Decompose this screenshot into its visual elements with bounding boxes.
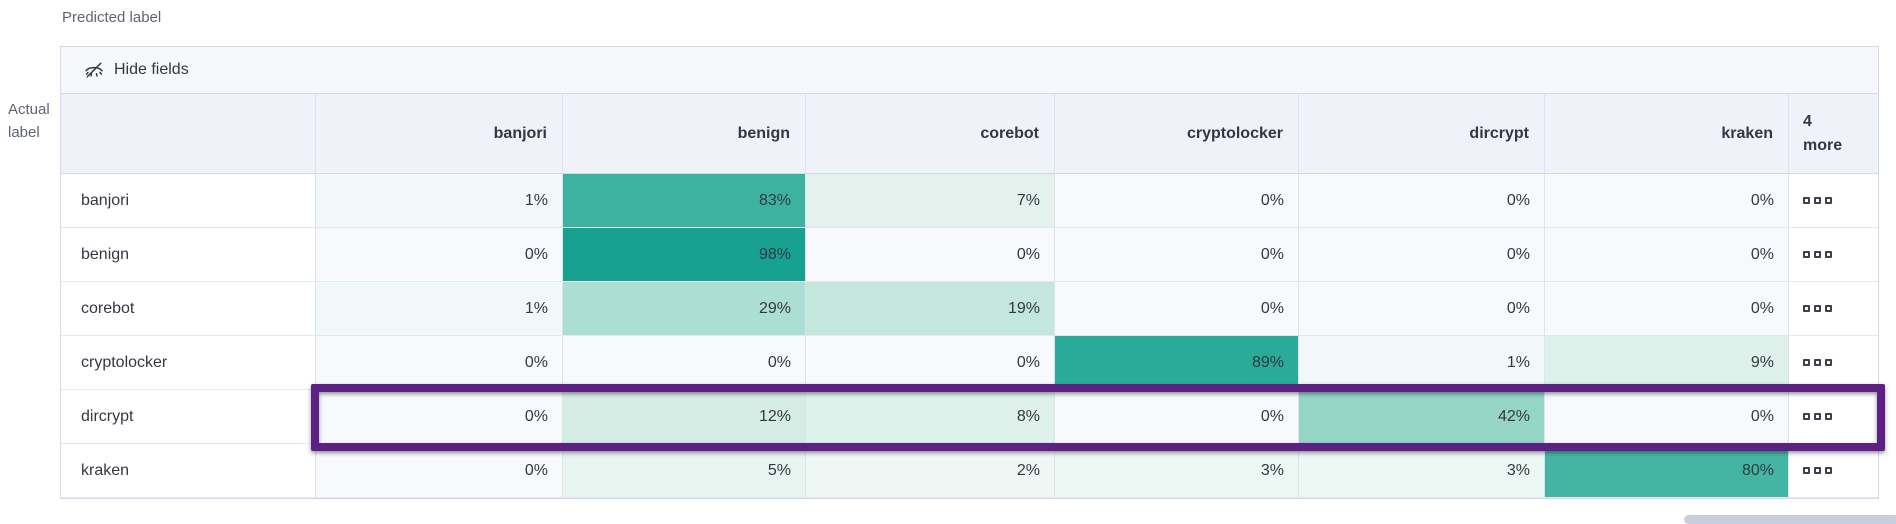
cell-cryptolocker-banjori: 0% — [316, 336, 563, 390]
cell-benign-cryptolocker: 0% — [1055, 228, 1299, 282]
cell-corebot-banjori: 1% — [316, 282, 563, 336]
cell-benign-kraken: 0% — [1545, 228, 1789, 282]
cell-corebot-cryptolocker: 0% — [1055, 282, 1299, 336]
predicted-axis-label: Predicted label — [62, 9, 162, 26]
cell-banjori-benign: 83% — [563, 174, 806, 228]
header-corner-cell — [61, 94, 316, 174]
cell-dircrypt-banjori: 0% — [316, 390, 563, 444]
cell-kraken-banjori: 0% — [316, 444, 563, 498]
cell-cryptolocker-kraken: 9% — [1545, 336, 1789, 390]
boxes-horizontal-icon — [1814, 251, 1821, 258]
cell-corebot-benign: 29% — [563, 282, 806, 336]
boxes-horizontal-icon — [1814, 197, 1821, 204]
boxes-horizontal-icon — [1803, 413, 1810, 420]
boxes-horizontal-icon — [1803, 305, 1810, 312]
cell-kraken-cryptolocker: 3% — [1055, 444, 1299, 498]
cell-banjori-banjori: 1% — [316, 174, 563, 228]
boxes-horizontal-icon — [1814, 467, 1821, 474]
cell-banjori-dircrypt: 0% — [1299, 174, 1545, 228]
confusion-matrix-table: Hide fields banjori benign corebot cryptolo… — [60, 46, 1879, 499]
boxes-horizontal-icon — [1825, 467, 1832, 474]
boxes-horizontal-icon — [1814, 305, 1821, 312]
cell-banjori-cryptolocker: 0% — [1055, 174, 1299, 228]
boxes-horizontal-icon — [1825, 413, 1832, 420]
boxes-horizontal-icon — [1825, 305, 1832, 312]
cell-benign-dircrypt: 0% — [1299, 228, 1545, 282]
boxes-horizontal-icon — [1803, 359, 1810, 366]
grid-toolbar: Hide fields — [61, 47, 1878, 94]
row-actions-benign[interactable] — [1789, 228, 1878, 282]
cell-banjori-corebot: 7% — [806, 174, 1055, 228]
column-header-dircrypt: dircrypt — [1299, 94, 1545, 174]
cell-kraken-dircrypt: 3% — [1299, 444, 1545, 498]
cell-benign-banjori: 0% — [316, 228, 563, 282]
column-header-benign: benign — [563, 94, 806, 174]
hide-fields-label: Hide fields — [114, 61, 189, 78]
row-actions-corebot[interactable] — [1789, 282, 1878, 336]
boxes-horizontal-icon — [1803, 467, 1810, 474]
boxes-horizontal-icon — [1814, 359, 1821, 366]
boxes-horizontal-icon — [1825, 197, 1832, 204]
cell-dircrypt-corebot: 8% — [806, 390, 1055, 444]
boxes-horizontal-icon — [1814, 413, 1821, 420]
row-label-corebot: corebot — [61, 282, 316, 336]
cell-cryptolocker-benign: 0% — [563, 336, 806, 390]
cell-cryptolocker-corebot: 0% — [806, 336, 1055, 390]
row-label-kraken: kraken — [61, 444, 316, 498]
column-header-corebot: corebot — [806, 94, 1055, 174]
boxes-horizontal-icon — [1825, 359, 1832, 366]
eye-closed-icon — [84, 60, 104, 80]
column-header-cryptolocker: cryptolocker — [1055, 94, 1299, 174]
confusion-matrix-grid: banjori benign corebot cryptolocker dircrypt… — [61, 94, 1878, 498]
row-label-benign: benign — [61, 228, 316, 282]
horizontal-scrollbar-thumb[interactable] — [1684, 515, 1896, 524]
column-header-more: 4 more — [1789, 94, 1878, 174]
actual-axis-label-line2: label — [8, 123, 40, 141]
actual-axis-label: Actual label — [8, 99, 62, 144]
cell-corebot-dircrypt: 0% — [1299, 282, 1545, 336]
row-actions-dircrypt[interactable] — [1789, 390, 1878, 444]
hide-fields-button[interactable]: Hide fields — [84, 60, 189, 80]
cell-dircrypt-kraken: 0% — [1545, 390, 1789, 444]
cell-dircrypt-dircrypt: 42% — [1299, 390, 1545, 444]
cell-benign-benign: 98% — [563, 228, 806, 282]
cell-kraken-benign: 5% — [563, 444, 806, 498]
column-header-kraken: kraken — [1545, 94, 1789, 174]
cell-corebot-corebot: 19% — [806, 282, 1055, 336]
row-actions-banjori[interactable] — [1789, 174, 1878, 228]
actual-axis-label-line1: Actual — [8, 101, 50, 118]
cell-dircrypt-cryptolocker: 0% — [1055, 390, 1299, 444]
boxes-horizontal-icon — [1803, 197, 1810, 204]
cell-corebot-kraken: 0% — [1545, 282, 1789, 336]
row-actions-kraken[interactable] — [1789, 444, 1878, 498]
cell-cryptolocker-cryptolocker: 89% — [1055, 336, 1299, 390]
cell-dircrypt-benign: 12% — [563, 390, 806, 444]
cell-kraken-corebot: 2% — [806, 444, 1055, 498]
boxes-horizontal-icon — [1825, 251, 1832, 258]
row-label-banjori: banjori — [61, 174, 316, 228]
cell-banjori-kraken: 0% — [1545, 174, 1789, 228]
cell-cryptolocker-dircrypt: 1% — [1299, 336, 1545, 390]
row-actions-cryptolocker[interactable] — [1789, 336, 1878, 390]
cell-kraken-kraken: 80% — [1545, 444, 1789, 498]
column-header-banjori: banjori — [316, 94, 563, 174]
boxes-horizontal-icon — [1803, 251, 1810, 258]
cell-benign-corebot: 0% — [806, 228, 1055, 282]
row-label-cryptolocker: cryptolocker — [61, 336, 316, 390]
row-label-dircrypt: dircrypt — [61, 390, 316, 444]
